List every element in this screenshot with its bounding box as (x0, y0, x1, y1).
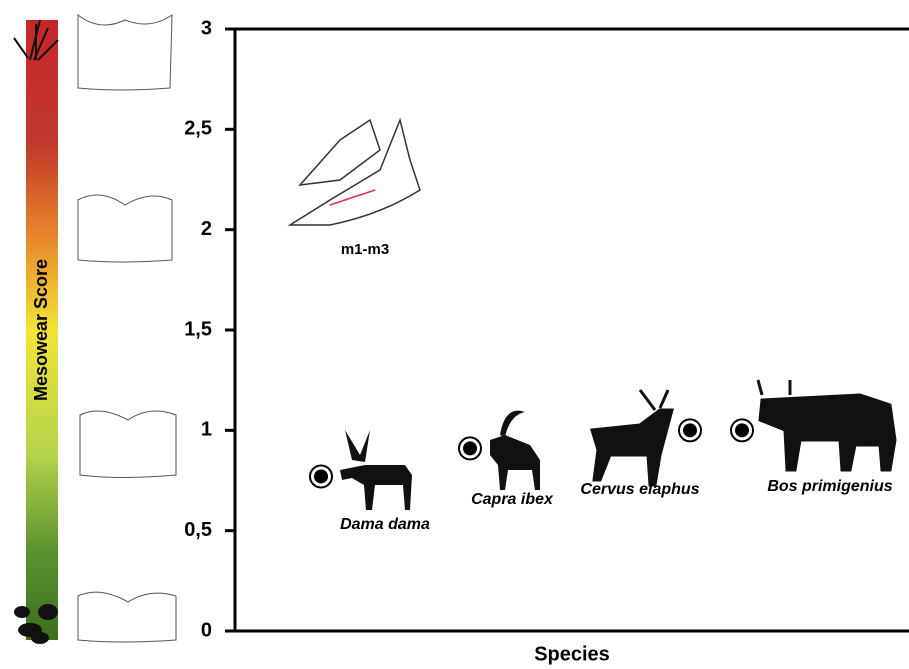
category-label: Dama dama (340, 516, 430, 533)
skull-sketch (290, 120, 420, 225)
axes (235, 29, 909, 631)
y-axis-label: Mesowear Score (31, 259, 51, 401)
tooth-sketches (78, 15, 176, 642)
y-tick-label: 3 (201, 17, 212, 39)
category-label: Cervus elaphus (580, 481, 699, 498)
y-tick-label: 1 (201, 419, 212, 441)
data-point (459, 437, 481, 459)
point-dot (683, 423, 697, 437)
chart: Mesowear Score m1-m3 Species 0 0,5 1 1,5 2 2,… (0, 0, 909, 669)
y-tick-label: 1,5 (184, 318, 212, 340)
y-tick-label: 0,5 (184, 519, 212, 541)
y-tick-label: 2,5 (184, 118, 212, 140)
data-point (310, 465, 332, 487)
y-tick-label: 0 (201, 619, 212, 641)
point-dot (735, 423, 749, 437)
point-dot (463, 441, 477, 455)
x-axis-label: Species (534, 643, 610, 665)
category-label: Capra ibex (471, 491, 554, 508)
data-point (731, 419, 753, 441)
point-dot (314, 469, 328, 483)
y-tick-label: 2 (201, 218, 212, 240)
annotation: m1-m3 (341, 241, 389, 258)
category-label: Bos primigenius (767, 478, 892, 495)
data-point (679, 419, 701, 441)
